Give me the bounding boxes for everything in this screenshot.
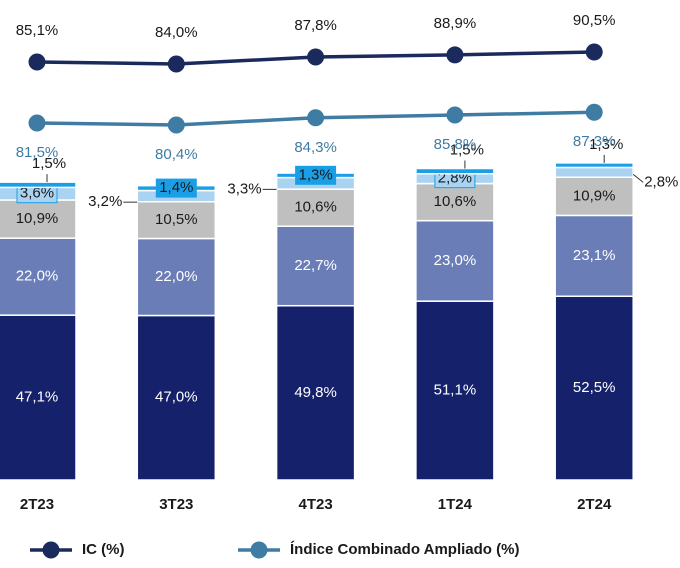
bar-label: 22,7% <box>294 257 337 274</box>
bar-label: 22,0% <box>16 268 59 285</box>
bar-segment <box>275 188 356 227</box>
line-label: 87,3% <box>573 133 616 150</box>
x-tick-label: 2T24 <box>577 496 612 513</box>
bar-label: 3,6% <box>20 185 54 202</box>
line-label: 85,1% <box>16 22 59 39</box>
bar-segment <box>0 237 77 316</box>
x-tick-label: 2T23 <box>20 496 54 513</box>
bar-segment <box>554 162 634 169</box>
bar-segment <box>554 176 634 217</box>
bar-label: 47,0% <box>155 389 198 406</box>
line-point <box>307 48 325 66</box>
line-label: 88,9% <box>434 15 477 32</box>
bar-label: 52,5% <box>573 379 616 396</box>
bar-segment <box>554 214 634 297</box>
bar-label: 1,4% <box>159 179 193 196</box>
bar-label: 1,3% <box>298 166 332 183</box>
line-point <box>28 53 46 71</box>
bar-label: 1,5% <box>32 155 66 172</box>
bar-label: 2,8% <box>644 173 678 190</box>
bar-label: 10,9% <box>16 210 59 227</box>
line-point <box>167 116 185 134</box>
bar-segment <box>415 167 495 175</box>
bar-label: 1,3% <box>589 136 623 153</box>
line-label: 81,5% <box>16 144 59 161</box>
bar-label: 23,1% <box>573 247 616 264</box>
bar-label: 10,6% <box>294 199 337 216</box>
bar-label: 23,0% <box>434 252 477 269</box>
label-box <box>295 165 337 185</box>
bar-label: 1,5% <box>450 141 484 158</box>
bar-segment <box>0 314 77 481</box>
bar-segment <box>554 295 634 481</box>
x-tick-label: 4T23 <box>298 496 332 513</box>
line-label: 84,3% <box>294 139 337 156</box>
line-point <box>585 43 603 61</box>
x-tick-label: 3T23 <box>159 496 193 513</box>
bar-segment <box>554 166 634 178</box>
bar-segment <box>275 304 356 481</box>
line-label: 85,8% <box>434 136 477 153</box>
line-point <box>307 109 325 127</box>
line-point <box>167 55 185 73</box>
line-label: 87,8% <box>294 17 337 34</box>
bar-label: 3,2% <box>88 193 122 210</box>
bar-label: 51,1% <box>434 382 477 399</box>
line-point <box>28 114 46 132</box>
line-label: 80,4% <box>155 146 198 163</box>
bar-label: 10,5% <box>155 211 198 228</box>
line-label: 90,5% <box>573 12 616 29</box>
line-point <box>446 106 464 124</box>
bar-segment <box>0 181 77 189</box>
legend-swatch-point <box>42 541 60 559</box>
bar-label: 10,9% <box>573 187 616 204</box>
bar-segment <box>415 219 495 302</box>
bar-label: 3,3% <box>227 180 261 197</box>
bar-segment <box>0 199 77 239</box>
line-label: 84,0% <box>155 24 198 41</box>
bar-segment <box>415 182 495 222</box>
line-point <box>446 46 464 64</box>
bar-label: 47,1% <box>16 389 59 406</box>
legend-swatch-point <box>250 541 268 559</box>
bar-label: 49,8% <box>294 384 337 401</box>
x-tick-label: 1T24 <box>438 496 473 513</box>
legend-label: IC (%) <box>82 541 125 558</box>
bar-segment <box>415 300 495 481</box>
label-box <box>155 178 197 198</box>
bar-segment <box>136 314 217 481</box>
line-point <box>585 103 603 121</box>
legend-label: Índice Combinado Ampliado (%) <box>290 541 519 558</box>
bar-segment <box>136 201 217 240</box>
leader-line <box>632 173 644 183</box>
bar-label: 10,6% <box>434 193 477 210</box>
bar-label: 22,0% <box>155 268 198 285</box>
